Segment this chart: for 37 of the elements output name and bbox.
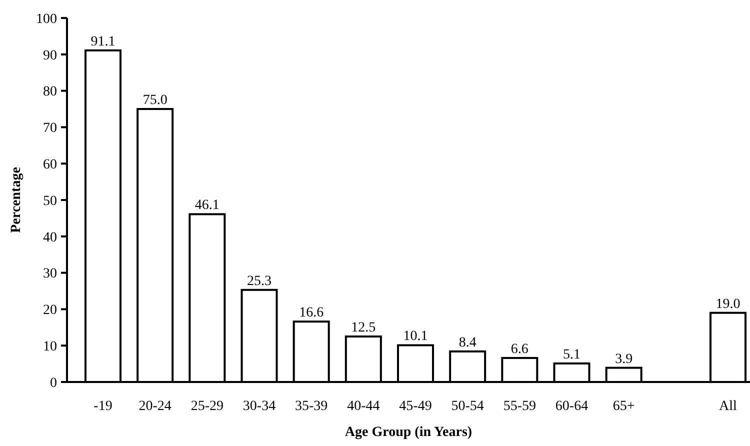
x-tick-label: 30-34 — [242, 399, 276, 414]
y-tick-label: 0 — [50, 376, 57, 391]
data-label: 91.1 — [90, 34, 116, 50]
y-tick-label: 50 — [43, 194, 57, 209]
data-label: 25.3 — [247, 274, 272, 289]
x-tick-label: 45-49 — [399, 399, 432, 414]
y-tick-label: 100 — [36, 12, 57, 27]
y-tick-label: 10 — [43, 340, 57, 354]
data-label: 5.1 — [563, 347, 580, 362]
data-label: 8.4 — [458, 335, 476, 350]
y-axis-title: Percentage — [9, 167, 24, 233]
x-tick-label: 25-29 — [190, 399, 224, 414]
data-label: 6.6 — [510, 342, 528, 357]
x-tick-label: 60-64 — [555, 399, 588, 414]
data-label: 10.1 — [403, 329, 428, 344]
y-tick-label: 20 — [43, 303, 57, 318]
y-tick-label: 90 — [43, 48, 57, 64]
y-tick-label: 60 — [43, 158, 57, 172]
data-label: 16.6 — [299, 306, 324, 321]
data-label: 12.5 — [351, 320, 376, 336]
y-tick-label: 70 — [43, 121, 57, 136]
x-tick-label: 40-44 — [347, 399, 380, 414]
x-tick-label: 50-54 — [451, 399, 484, 414]
y-tick-label: 30 — [43, 266, 57, 282]
x-tick-label: 20-24 — [138, 399, 172, 414]
x-tick-label: 65+ — [612, 399, 635, 414]
x-tick-label: 35-39 — [294, 399, 328, 414]
y-tick-label: 80 — [43, 84, 57, 100]
data-label: 75.0 — [142, 93, 168, 108]
x-tick-label: All — [719, 399, 738, 414]
y-tick-label: 40 — [43, 230, 57, 246]
x-tick-label: -19 — [94, 399, 112, 414]
x-tick-label: 55-59 — [503, 399, 536, 414]
data-label: 19.0 — [716, 296, 740, 312]
x-axis-title: Age Group (in Years) — [344, 425, 472, 440]
data-label: 46.1 — [194, 198, 220, 214]
data-label: 3.9 — [615, 352, 633, 367]
